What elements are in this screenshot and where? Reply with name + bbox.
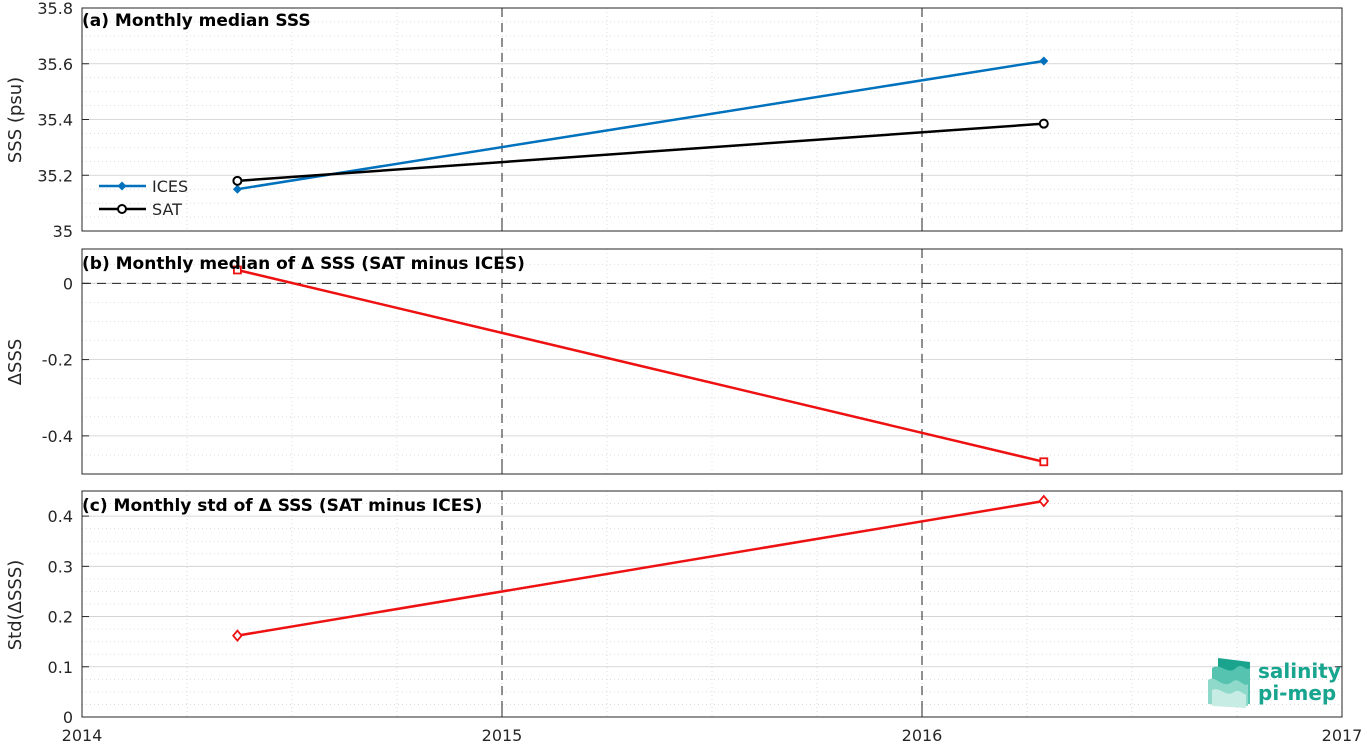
y-tick-label: 35.2 [37,166,73,185]
data-point-delta [232,265,242,275]
series-line-delta [237,268,1045,464]
y-tick-label: 35.6 [37,55,73,74]
series-line-ices [237,59,1044,191]
data-point-sat [1038,118,1049,129]
legend-sat-label: SAT [152,200,182,219]
panel-c-monthly-std-delta-sss: Std(ΔSSS) 0 0.1 0.2 0.3 0.4 (c) Monthly std … [5,490,1363,745]
x-tick-label: 2017 [1322,726,1363,745]
x-tick-label: 2016 [902,726,943,745]
data-point-sat [232,175,243,186]
legend-ices-label: ICES [152,177,188,196]
axes-frame [81,248,1343,475]
layered-wave-logo-icon [1208,658,1250,708]
x-axis-tick-labels: 2014 2015 2016 2017 [62,726,1363,745]
x-tick-label: 2014 [62,726,103,745]
panel-c-ylabel: Std(ΔSSS) [5,560,26,651]
y-tick-label: -0.4 [42,427,73,446]
legend: ICES SAT [99,177,188,219]
panel-b-ylabel: ΔSSS [5,339,26,386]
legend-ices-marker [117,181,127,191]
x-tick-label: 2015 [482,726,523,745]
data-point-delta [1039,457,1049,467]
series-line-sat [237,122,1044,183]
legend-sat-marker [117,204,127,214]
y-tick-label: 0.2 [48,608,73,627]
panel-b-title: (b) Monthly median of Δ SSS (SAT minus I… [82,254,525,274]
y-tick-label: -0.2 [42,351,73,370]
y-tick-label: 0.3 [48,557,73,576]
data-point-delta [232,629,243,643]
data-point-ices [232,184,242,194]
panel-a-title: (a) Monthly median SSS [82,11,311,31]
axes-frame [81,490,1343,718]
series-line-delta [237,499,1045,637]
panel-a-monthly-median-sss: SSS (psu) 35 35.2 35.4 35.6 35.8 (a) Monthly… [5,0,1343,241]
logo-line2: pi-mep [1258,681,1336,705]
data-point-ices [1039,56,1049,66]
y-tick-label: 0.1 [48,658,73,677]
data-point-delta [1038,494,1050,508]
y-tick-label: 0.4 [48,507,73,526]
panel-b-monthly-median-delta-sss: ΔSSS -0.4 -0.2 0 (b) Monthly median of Δ S… [5,248,1343,475]
salinity-pi-mep-logo: salinity pi-mep [1208,658,1341,708]
y-tick-label: 0 [63,274,73,293]
y-tick-label: 35.4 [37,111,73,130]
panel-c-title: (c) Monthly std of Δ SSS (SAT minus ICES… [82,496,482,516]
panel-a-ylabel: SSS (psu) [5,77,26,163]
y-tick-label: 35 [53,222,73,241]
y-tick-label: 35.8 [37,0,73,18]
y-tick-label: 0 [63,708,73,727]
logo-line1: salinity [1258,659,1341,683]
